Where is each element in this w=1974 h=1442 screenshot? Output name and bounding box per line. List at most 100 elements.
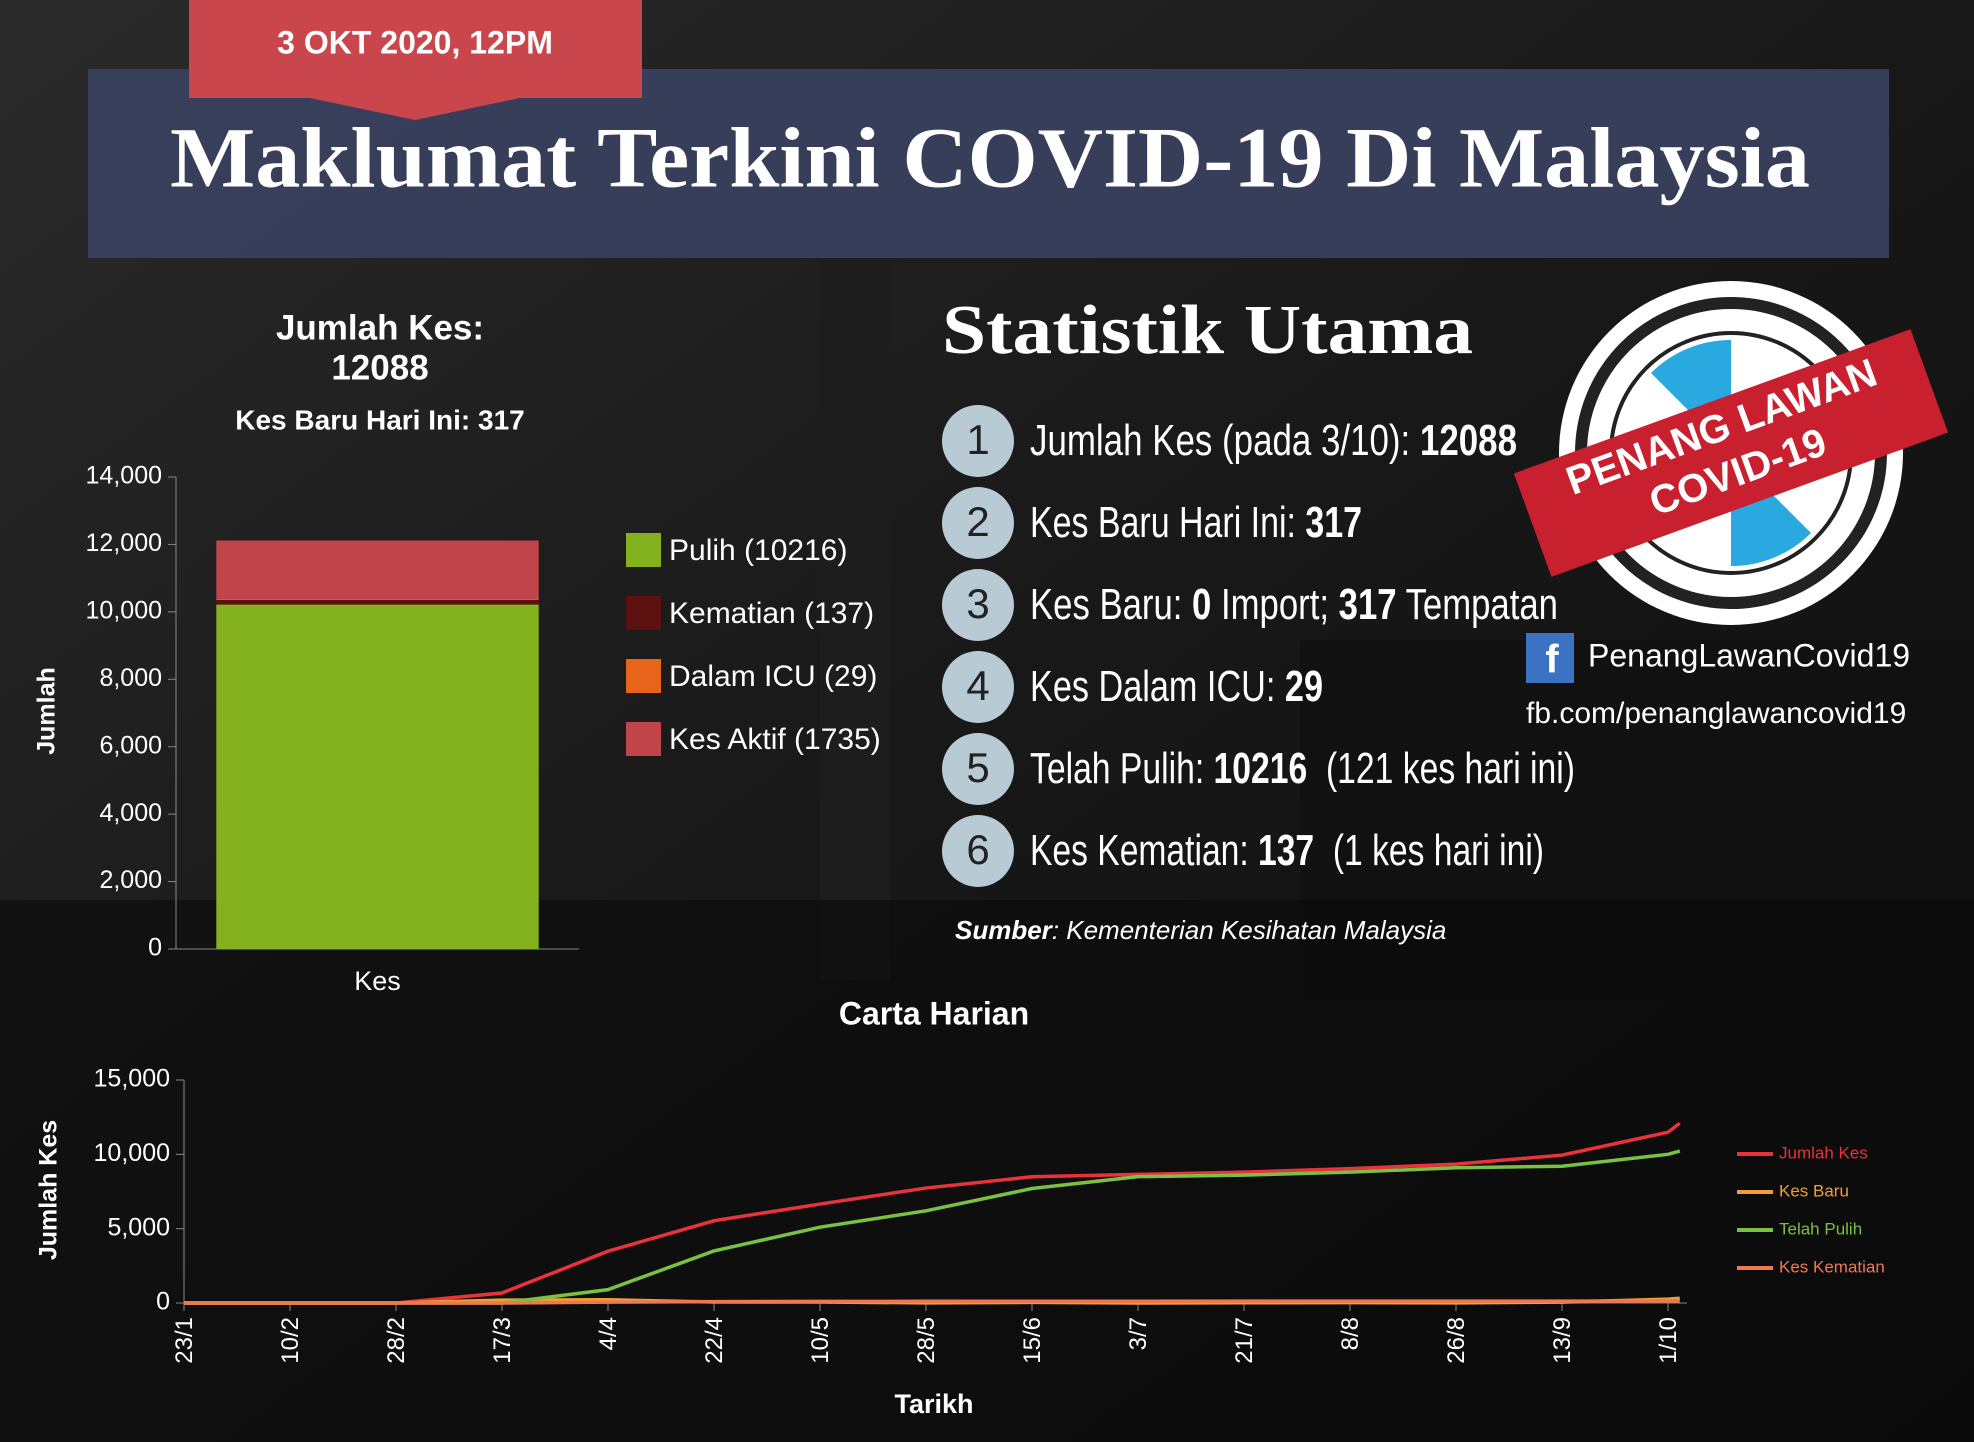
stat-part: 29 [1285,662,1323,711]
legend-swatch [626,659,661,693]
legend-label: Telah Pulih [1779,1219,1862,1238]
stat-part: (121 kes hari ini) [1307,744,1575,793]
chart-title: Carta Harian [839,995,1029,1031]
x-tick-label: 13/9 [1549,1317,1576,1364]
stat-number: 5 [966,744,989,791]
bar-segment [216,599,539,605]
line-series [184,1121,1681,1305]
stat-part: Kes Baru Hari Ini: [1030,498,1305,547]
stat-text: Kes Kematian: 137 (1 kes hari ini) [1030,826,1544,875]
stat-number: 4 [966,662,989,709]
x-tick-label: 3/7 [1125,1317,1152,1350]
bar-segment [216,598,539,600]
stat-part: Kes Kematian: [1030,826,1258,875]
x-tick-label: 4/4 [595,1317,622,1350]
date-ribbon [189,0,642,120]
stat-part: Import; [1211,580,1338,629]
y-tick-label: 2,000 [99,866,162,894]
legend-label: Pulih (10216) [669,534,847,567]
background-shape [820,260,890,980]
logo-banner [1513,329,1949,577]
stat-text: Kes Dalam ICU: 29 [1030,662,1323,711]
stat-number: 3 [966,580,989,627]
stats-title: Statistik Utama [942,292,1473,369]
stat-part: 10216 [1214,744,1308,793]
source-text: : Kementerian Kesihatan Malaysia [1052,915,1447,945]
stat-badge [942,569,1014,641]
source: Sumber: Kementerian Kesihatan Malaysia [955,915,1446,945]
legend-label: Kes Aktif (1735) [669,723,881,756]
stat-number: 6 [966,826,989,873]
logo: PENANG LAWAN COVID-19 [1513,281,1949,625]
x-tick-label: 28/5 [913,1317,940,1364]
date: 3 OKT 2020, 12PM [277,24,553,60]
y-tick-label: 0 [148,934,162,962]
facebook-icon-letter: f [1545,638,1559,682]
bar-segment [216,604,539,949]
stat-badge [942,733,1014,805]
x-tick-label: 26/8 [1443,1317,1470,1364]
source-label: Sumber [955,915,1054,945]
x-tick-label: 10/2 [277,1317,304,1364]
y-tick-label: 4,000 [99,799,162,827]
stat-number: 2 [966,498,989,545]
stat-part: Tempatan [1397,580,1558,629]
stat-part: Telah Pulih: [1030,744,1214,793]
x-tick-label: 15/6 [1019,1317,1046,1364]
facebook-name: PenangLawanCovid19 [1588,637,1910,673]
facebook-icon [1526,633,1574,683]
x-tick-label: Kes [354,966,401,996]
x-tick-label: 21/7 [1231,1317,1258,1364]
x-tick-label: 10/5 [807,1317,834,1364]
y-axis-label: Jumlah Kes [35,1120,63,1260]
y-tick-label: 10,000 [86,596,162,624]
facebook-url[interactable]: fb.com/penanglawancovid19 [1526,697,1906,730]
chart-total: 12088 [331,348,428,387]
stat-number: 1 [966,416,989,463]
x-tick-label: 28/2 [383,1317,410,1364]
chart-subtitle: Kes Baru Hari Ini: 317 [235,404,524,435]
stat-part: 12088 [1420,416,1517,465]
stat-badge [942,405,1014,477]
y-tick-label: 14,000 [86,462,162,490]
legend-swatch [626,722,661,756]
legend-label: Kes Baru [1779,1181,1849,1200]
y-tick-label: 5,000 [107,1213,170,1241]
chart-title: Jumlah Kes: [276,308,484,347]
y-tick-label: 6,000 [99,731,162,759]
stat-part: 0 [1192,580,1211,629]
y-tick-label: 0 [156,1288,170,1316]
stat-part: 317 [1339,580,1397,629]
stat-part: Jumlah Kes (pada 3/10): [1030,416,1420,465]
x-tick-label: 22/4 [701,1317,728,1364]
bar-segment [216,540,539,599]
legend-label: Kes Kematian [1779,1257,1885,1276]
stat-part: Kes Baru: [1030,580,1192,629]
stat-part: 137 [1258,826,1314,875]
x-axis-label: Tarikh [894,1389,973,1419]
stat-badge [942,651,1014,723]
line-series [184,1299,1680,1305]
legend-swatch [626,596,661,630]
y-tick-label: 8,000 [99,664,162,692]
page-title: Maklumat Terkini COVID-19 Di Malaysia [170,110,1810,206]
y-tick-label: 12,000 [86,529,162,557]
x-tick-label: 17/3 [489,1317,516,1364]
stat-part: 317 [1305,498,1362,547]
legend-label: Jumlah Kes [1779,1143,1868,1162]
stat-text: Telah Pulih: 10216 (121 kes hari ini) [1030,744,1575,793]
background-shape [0,900,1974,1442]
stat-badge [942,815,1014,887]
x-tick-label: 8/8 [1337,1317,1364,1350]
stats-list: 1 Jumlah Kes (pada 3/10): 12088 2 Kes Baru … [942,405,1575,887]
legend-label: Kematian (137) [669,597,874,630]
y-tick-label: 15,000 [94,1065,170,1093]
y-axis-label: Jumlah [33,667,61,755]
stat-text: Kes Baru: 0 Import; 317 Tempatan [1030,580,1558,629]
stat-part: (1 kes hari ini) [1314,826,1544,875]
stat-text: Kes Baru Hari Ini: 317 [1030,498,1362,547]
x-tick-label: 1/10 [1655,1317,1682,1364]
